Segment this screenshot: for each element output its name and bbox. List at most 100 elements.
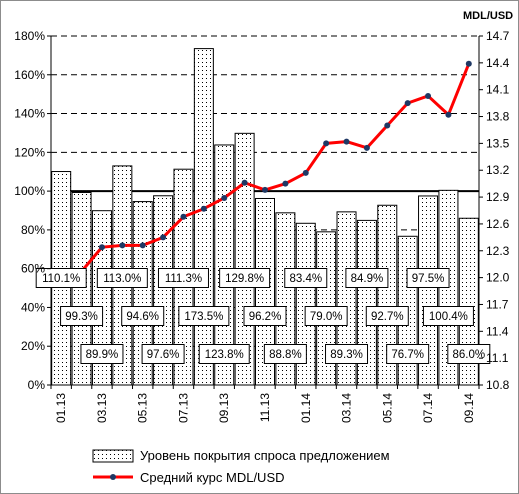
exchange-rate-marker <box>241 179 248 186</box>
y-right-tick-label: 14.1 <box>486 83 510 97</box>
exchange-rate-marker <box>425 92 432 99</box>
data-label-box <box>243 306 287 326</box>
y-left-tick-label: 80% <box>21 223 45 237</box>
x-tick-label: 01.13 <box>54 393 68 423</box>
y-left-tick-label: 180% <box>14 29 45 43</box>
y-right-tick-label: 10.8 <box>486 378 510 392</box>
y-right-tick-label: 13.8 <box>486 110 510 124</box>
exchange-rate-marker <box>200 205 207 212</box>
exchange-rate-marker <box>221 194 228 201</box>
y-left-tick-label: 60% <box>21 262 45 276</box>
y-right-tick-label: 12.0 <box>486 271 510 285</box>
y-axis-right-label: MDL/USD <box>463 10 513 22</box>
data-label-box <box>80 344 124 364</box>
x-tick-label: 09.14 <box>462 393 476 423</box>
data-label: 84.9% <box>351 273 384 285</box>
x-tick-label: 03.13 <box>95 393 109 423</box>
exchange-rate-marker <box>404 100 411 107</box>
y-right-tick-label: 11.4 <box>486 324 509 338</box>
exchange-rate-marker <box>343 138 350 145</box>
data-label-box <box>284 268 328 288</box>
data-label-box <box>422 306 474 326</box>
y-left-tick-label: 40% <box>21 300 45 314</box>
exchange-rate-marker <box>302 169 309 176</box>
x-tick-label: 07.13 <box>176 393 190 423</box>
exchange-rate-marker <box>139 242 146 249</box>
data-label-box <box>60 306 104 326</box>
x-tick-label: 01.14 <box>299 393 313 423</box>
legend-line-label: Средний курс MDL/USD <box>140 470 285 485</box>
data-label-box <box>345 268 389 288</box>
data-label-box <box>263 344 307 364</box>
x-axis-ticks: 01.13 03.13 05.13 07.13 09.13 11.13 01.14 03.14… <box>50 385 480 423</box>
data-label-box <box>96 268 148 288</box>
y-left-tick-label: 100% <box>14 184 45 198</box>
data-label-box <box>178 306 230 326</box>
data-label-box <box>386 344 430 364</box>
axes <box>50 36 480 386</box>
exchange-rate-marker <box>262 186 268 193</box>
data-label: 92.7% <box>371 311 404 323</box>
y-right-tick-label: 12.3 <box>486 244 510 258</box>
exchange-rate-marker <box>98 244 105 251</box>
line-series <box>58 60 472 275</box>
exchange-rate-marker <box>445 111 452 118</box>
x-tick-label: 11.13 <box>258 393 272 422</box>
data-label-box <box>157 268 209 288</box>
data-label: 110.1% <box>42 273 80 285</box>
data-label-box <box>198 344 250 364</box>
legend-line-marker <box>110 474 116 480</box>
data-label-box <box>365 306 409 326</box>
data-label-box <box>35 268 87 288</box>
x-tick-label: 05.14 <box>380 393 394 423</box>
exchange-rate-marker <box>119 242 126 249</box>
bar <box>193 48 214 386</box>
y-right-tick-label: 11.7 <box>486 297 509 311</box>
legend-bar-label: Уровень покрытия спроса предложением <box>140 448 390 463</box>
data-label: 96.2% <box>249 311 282 323</box>
data-label: 94.6% <box>126 311 159 323</box>
data-label: 79.0% <box>310 311 343 323</box>
data-label-box <box>141 344 185 364</box>
y-left-tick-label: 20% <box>21 339 45 353</box>
data-label: 88.8% <box>269 349 302 361</box>
data-label: 97.5% <box>412 273 445 285</box>
y-right-tick-label: 13.5 <box>486 136 510 150</box>
data-label-box <box>219 268 271 288</box>
y-left-tick-label: 120% <box>14 145 45 159</box>
x-tick-label: 09.13 <box>217 393 231 423</box>
data-label: 111.3% <box>165 273 202 285</box>
data-label: 99.3% <box>65 311 98 323</box>
y-axis-right-ticks: 10.8 11.1 11.4 11.7 12.0 12.3 12.6 12.9 13.2 13.5… <box>479 29 510 392</box>
data-label-box <box>304 306 348 326</box>
data-label: 129.8% <box>225 273 264 285</box>
y-right-tick-label: 13.2 <box>486 163 510 177</box>
exchange-rate-marker <box>363 144 370 151</box>
y-left-tick-label: 140% <box>14 107 45 121</box>
y-left-tick-label: 0% <box>28 378 46 392</box>
data-label: 76.7% <box>391 349 424 361</box>
data-label: 89.3% <box>330 349 363 361</box>
y-right-tick-label: 11.1 <box>486 351 509 365</box>
exchange-rate-marker <box>160 234 167 241</box>
data-label: 97.6% <box>147 349 180 361</box>
data-label: 89.9% <box>86 349 119 361</box>
data-label: 83.4% <box>289 273 322 285</box>
y-right-tick-label: 12.6 <box>486 217 510 231</box>
y-right-tick-label: 12.9 <box>486 190 510 204</box>
exchange-rate-marker <box>180 213 187 220</box>
data-labels: 110.1% 99.3% 89.9% 113.0% 94.6% 97.6% 111.3% 17… <box>35 268 491 364</box>
exchange-rate-marker <box>282 180 289 187</box>
data-label-box <box>121 306 165 326</box>
data-label: 86.0% <box>453 349 486 361</box>
data-label: 173.5% <box>184 311 223 323</box>
y-right-tick-label: 14.7 <box>486 29 510 43</box>
y-right-tick-label: 14.4 <box>486 56 510 70</box>
legend: Уровень покрытия спроса предложением Сре… <box>92 448 390 485</box>
data-label-box <box>447 344 491 364</box>
x-tick-label: 03.14 <box>340 393 354 423</box>
x-tick-label: 07.14 <box>421 393 435 423</box>
data-label-box <box>325 344 369 364</box>
